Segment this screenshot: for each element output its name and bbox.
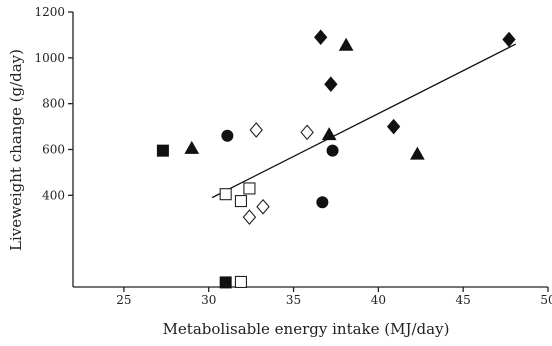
data-point-open-diamond <box>242 209 257 225</box>
x-tick-label: 35 <box>286 293 301 307</box>
data-point-open-diamond <box>256 198 270 215</box>
data-point-filled-circle <box>316 196 329 209</box>
x-axis-label: Metabolisable energy intake (MJ/day) <box>163 320 450 338</box>
x-tick-label: 40 <box>371 293 386 307</box>
data-point-open-square <box>219 188 232 201</box>
data-point-open-square <box>234 275 247 289</box>
data-point-filled-circle <box>326 144 339 157</box>
trend-line <box>211 43 517 199</box>
data-point-filled-diamond <box>386 118 401 135</box>
data-point-open-diamond <box>249 122 263 138</box>
y-tick-label: 600 <box>42 143 65 157</box>
data-point-filled-triangle <box>184 140 200 154</box>
x-tick-label: 45 <box>456 293 471 307</box>
y-tick-label: 800 <box>42 97 65 111</box>
x-tick-label: 50 <box>540 293 552 307</box>
data-point-filled-triangle <box>410 146 425 160</box>
data-point-filled-triangle <box>321 127 337 141</box>
y-tick-label: 400 <box>42 188 65 202</box>
points-layer <box>156 29 516 289</box>
y-tick-label: 1200 <box>34 5 65 19</box>
data-point-open-diamond <box>300 124 314 141</box>
data-point-open-square <box>243 182 256 195</box>
x-tick-label: 25 <box>116 293 131 307</box>
data-point-filled-diamond <box>314 29 328 45</box>
data-point-open-square <box>234 195 247 208</box>
data-point-filled-square <box>156 144 169 157</box>
y-axis-label: Liveweight change (g/day) <box>7 49 25 251</box>
data-point-filled-diamond <box>502 31 516 48</box>
y-tick-label: 1000 <box>34 51 65 65</box>
data-point-filled-square <box>219 276 232 289</box>
ticks-layer: 25 30 35 40 45 50 400 600 800 1000 1200 <box>34 5 552 307</box>
x-tick-label: 30 <box>201 293 216 307</box>
data-point-filled-diamond <box>324 76 338 92</box>
data-point-filled-circle <box>221 129 234 142</box>
data-point-filled-triangle <box>338 37 354 51</box>
